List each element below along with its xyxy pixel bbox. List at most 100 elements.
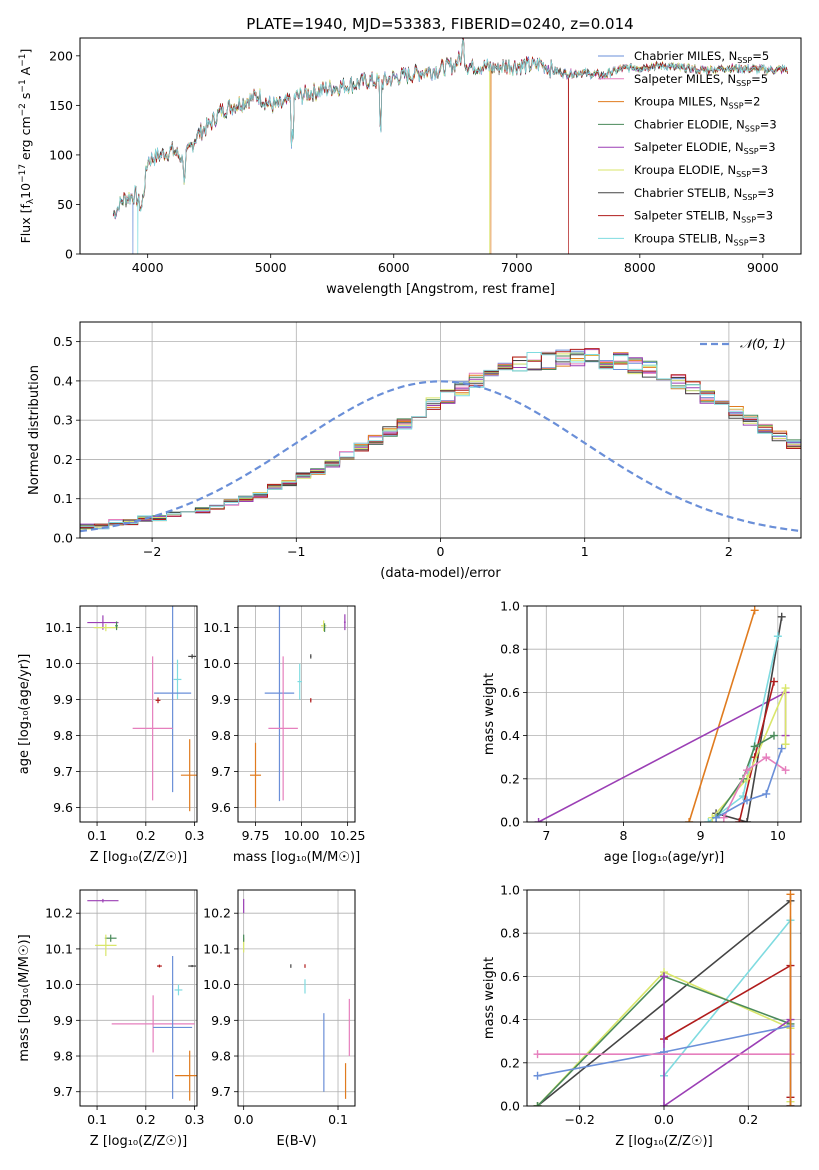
x-tick-label: 0.0 (654, 1112, 674, 1127)
panel-mass-vs-EBV: 0.0 0.1 9.7 9.8 9.9 10.0 10.1 10.2 E(B-V) (203, 889, 356, 1149)
weight-marker (786, 1102, 795, 1106)
y-tick-label: 9.8 (53, 1049, 73, 1064)
y-tick-label: 0.4 (500, 728, 520, 743)
panel-age-vs-Z: 0.1 0.2 0.3 9.6 9.7 9.8 9.9 10.0 10.1 Z [log₁₀(Z/… (17, 605, 205, 865)
y-tick-label: 9.8 (211, 1049, 231, 1064)
panel-spectrum: 4000 5000 6000 7000 8000 9000 0 50 100 150 200 wave… (18, 37, 802, 297)
errorbar-chabrier-elodie (323, 623, 326, 632)
x-tick-label: 5000 (255, 260, 287, 275)
x-tick-label: 0.3 (185, 1112, 205, 1127)
errorbar-kroupa-elodie (320, 620, 327, 632)
y-tick-label: 9.9 (53, 1013, 73, 1028)
legend-label-chabrier-elodie: Chabrier ELODIE, NSSP=3 (634, 117, 777, 133)
errorbar-salpeter-stelib (155, 697, 161, 704)
errorbar-chabrier-stelib (310, 654, 312, 659)
y-tick-label: 9.7 (211, 1084, 231, 1099)
weight-marker (750, 742, 759, 751)
weight-series-kroupa-miles (786, 890, 795, 1106)
y-tick-label: 0.2 (500, 771, 520, 786)
y-tick-label: 0.0 (500, 1099, 520, 1114)
axes-frame (79, 605, 198, 823)
y-tick-label: 10.0 (203, 977, 231, 992)
errorbar-chabrier-elodie (104, 934, 117, 942)
errorbar-kroupa-miles (180, 739, 197, 812)
weight-marker (742, 818, 751, 822)
weight-marker (742, 796, 751, 805)
x-tick-label: 0.0 (234, 1112, 254, 1127)
weight-marker (712, 813, 721, 822)
panel-age-vs-mass: 9.75 10.00 10.25 9.6 9.7 9.8 9.9 10.0 10.1 mass [… (203, 605, 366, 865)
x-tick-label: 0.2 (136, 828, 156, 843)
x-axis-label: Z [log₁₀(Z/Z☉)] (90, 1134, 187, 1149)
errorbar-salpeter-stelib (157, 964, 162, 968)
x-tick-label: 6000 (378, 260, 410, 275)
y-tick-label: 0.6 (500, 685, 520, 700)
errorbar-chabrier-stelib (188, 654, 197, 659)
y-tick-label: 10.1 (203, 620, 231, 635)
y-tick-label: 1.0 (500, 599, 520, 614)
errorbar-salpeter-miles (132, 656, 173, 801)
y-tick-label: 10.2 (203, 906, 231, 921)
errorbar-kroupa-miles (249, 742, 262, 808)
weight-marker (777, 744, 786, 753)
errorbar-kroupa-miles (175, 1050, 197, 1101)
x-axis-label: E(B-V) (276, 1134, 316, 1149)
spectrum-line-kroupa-stelib (113, 38, 788, 254)
axes-frame (237, 889, 356, 1107)
x-tick-label: 9.75 (242, 828, 270, 843)
y-axis-label: mass weight (482, 957, 497, 1039)
y-axis-label: mass [log₁₀(M/M☉)] (17, 934, 32, 1061)
weight-marker (769, 731, 778, 740)
y-tick-label: 9.6 (53, 800, 73, 815)
weight-marker (704, 818, 713, 822)
panel-mass-vs-Z: 0.1 0.2 0.3 9.7 9.8 9.9 10.0 10.1 10.2 Z [log₁₀(Z… (17, 889, 205, 1149)
y-axis-label: age [log₁₀(age/yr)] (17, 654, 32, 775)
spectrum-legend: Chabrier MILES, NSSP=5 Salpeter MILES, NS… (598, 49, 777, 247)
weight-marker (750, 606, 759, 615)
x-tick-label: 9000 (747, 260, 779, 275)
axes-frame (79, 37, 802, 255)
legend-label-salpeter-stelib: Salpeter STELIB, NSSP=3 (634, 209, 773, 225)
weight-marker (781, 766, 790, 775)
weight-marker (533, 1102, 542, 1106)
plot-area (243, 898, 350, 1099)
weight-marker (533, 1050, 542, 1059)
errorbar-kroupa-elodie (93, 624, 119, 632)
histogram-kroupa-stelib (80, 352, 801, 530)
errorbar-kroupa-elodie (95, 934, 117, 957)
x-tick-label: 7000 (501, 260, 533, 275)
y-tick-label: 9.9 (53, 692, 73, 707)
legend-label-kroupa-miles: Kroupa MILES, NSSP=2 (634, 95, 760, 111)
x-tick-label: 0.1 (87, 1112, 107, 1127)
y-tick-label: 1.0 (500, 883, 520, 898)
y-tick-label: 0.8 (500, 926, 520, 941)
weight-marker (777, 612, 786, 621)
x-axis-label: Z [log₁₀(Z/Z☉)] (615, 1134, 712, 1149)
x-axis-label: mass [log₁₀(M/M☉)] (233, 850, 360, 865)
panel-residuals: −2 −1 0 1 2 0.0 0.1 0.2 0.3 0.4 0.5 (data-model)/er… (27, 321, 802, 581)
axes-frame (237, 605, 356, 823)
y-tick-label: 9.8 (211, 728, 231, 743)
y-tick-label: 0.1 (53, 491, 73, 506)
y-tick-label: 10.1 (203, 941, 231, 956)
errorbar-salpeter-elodie (87, 898, 119, 903)
y-tick-label: 0.0 (500, 815, 520, 830)
errorbar-chabrier-miles (154, 606, 192, 793)
weight-marker (735, 818, 744, 822)
x-tick-label: 2 (725, 544, 733, 559)
y-tick-label: 200 (49, 48, 73, 63)
weight-marker (533, 1071, 542, 1080)
x-tick-label: −1 (287, 544, 305, 559)
histogram-salpeter-stelib (80, 348, 801, 528)
y-tick-label: 150 (49, 98, 73, 113)
y-tick-label: 0.6 (500, 969, 520, 984)
y-tick-label: 9.7 (53, 764, 73, 779)
legend-label-kroupa-elodie: Kroupa ELODIE, NSSP=3 (634, 163, 768, 179)
weight-marker (786, 890, 795, 899)
y-tick-label: 10.1 (45, 620, 73, 635)
x-tick-label: 7 (542, 828, 550, 843)
legend-label-kroupa-stelib: Kroupa STELIB, NSSP=3 (634, 231, 765, 247)
x-tick-label: 10.25 (330, 828, 366, 843)
errorbar-chabrier-miles (153, 956, 193, 1099)
plot-area (533, 890, 795, 1106)
